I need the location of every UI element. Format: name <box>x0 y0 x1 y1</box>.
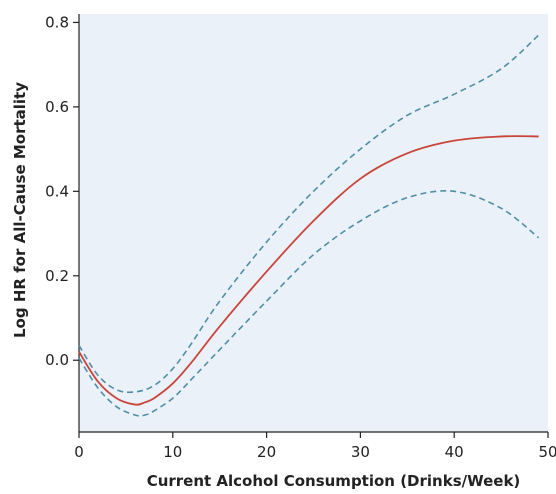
y-tick-label: 0.6 <box>45 98 69 116</box>
x-axis-title: Current Alcohol Consumption (Drinks/Week… <box>147 472 521 490</box>
x-tick-label: 0 <box>74 443 84 461</box>
y-tick-label: 0.0 <box>45 351 69 369</box>
y-tick-label: 0.4 <box>45 182 69 200</box>
y-tick-label: 0.2 <box>45 267 69 285</box>
y-tick-label: 0.8 <box>45 13 69 31</box>
estimate-line <box>78 135 539 406</box>
plot-area-background <box>79 14 548 432</box>
x-tick-label: 20 <box>257 443 276 461</box>
series-layer <box>78 34 540 417</box>
upper-ci-line <box>78 34 540 394</box>
y-axis-title: Log HR for All-Cause Mortality <box>11 82 29 338</box>
y-axis: 0.0 0.2 0.4 0.6 0.8 <box>45 13 80 432</box>
x-axis: 0 10 20 30 40 50 <box>74 431 556 461</box>
x-tick-label: 50 <box>538 443 556 461</box>
x-tick-label: 40 <box>445 443 464 461</box>
lower-ci-line <box>78 190 540 417</box>
x-tick-label: 30 <box>351 443 370 461</box>
x-tick-label: 10 <box>163 443 182 461</box>
